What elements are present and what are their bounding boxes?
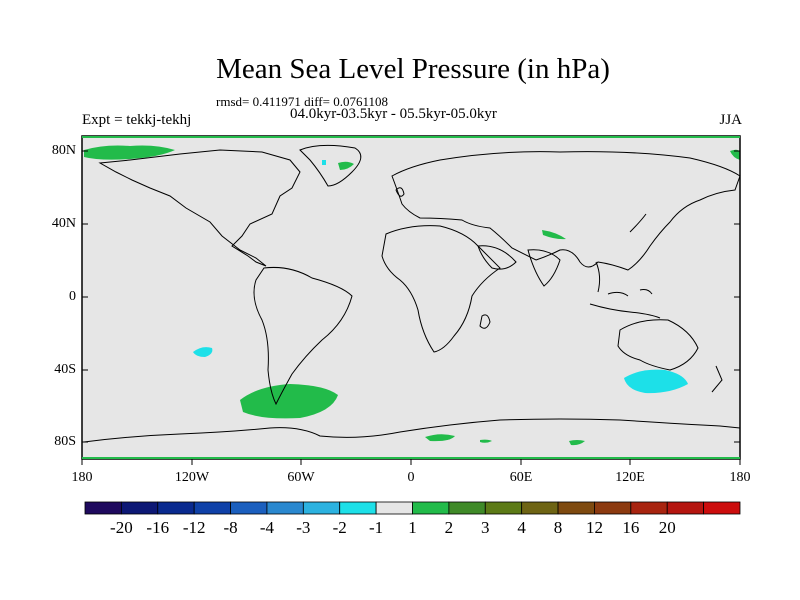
colorbar-swatch — [630, 501, 668, 515]
colorbar-swatch — [448, 501, 486, 515]
colorbar-swatch — [339, 501, 377, 515]
colorbar-tick-label: 20 — [658, 518, 676, 537]
lat-label-80n: 80N — [51, 143, 76, 158]
lat-ticks — [82, 150, 740, 443]
colorbar-swatch — [157, 501, 195, 515]
colorbar-tick-label: -20 — [110, 518, 133, 537]
colorbar-tick-label: -1 — [369, 518, 384, 537]
colorbar-swatch — [412, 501, 450, 515]
colorbar-swatch — [84, 501, 122, 515]
colorbar-swatch — [193, 501, 231, 515]
lon-label-60w: 60W — [287, 470, 315, 485]
season-label: JJA — [719, 112, 742, 128]
colorbar-tick-label: 12 — [585, 518, 603, 537]
colorbar-tick-label: 3 — [481, 518, 490, 537]
lat-label-80s: 80S — [54, 434, 76, 449]
colorbar-swatch — [266, 501, 304, 515]
coastlines — [83, 144, 741, 443]
colorbar-tick-label: 1 — [408, 518, 417, 537]
colorbar-swatch — [666, 501, 705, 515]
colorbar-swatch — [521, 501, 559, 515]
colorbar-swatch — [703, 501, 741, 515]
map-background — [82, 136, 740, 459]
colorbar-swatch — [557, 501, 595, 515]
lat-label-40n: 40N — [51, 216, 76, 231]
colorbar-swatch — [230, 501, 268, 515]
colorbar-swatch — [594, 501, 632, 515]
lon-label-120e: 120E — [615, 470, 645, 485]
lon-label-180e: 180 — [729, 470, 751, 485]
negative-anomaly-regions — [193, 160, 688, 394]
positive-anomaly-regions — [84, 145, 740, 446]
colorbar-tick-label: -2 — [332, 518, 347, 537]
lat-label-0: 0 — [69, 289, 76, 304]
map-title: Mean Sea Level Pressure (in hPa) — [216, 53, 610, 85]
lon-label-180w: 180 — [71, 470, 93, 485]
colorbar-tick-label: -8 — [223, 518, 238, 537]
colorbar — [84, 501, 741, 515]
colorbar-swatch — [375, 501, 413, 515]
colorbar-tick-label: -3 — [296, 518, 311, 537]
colorbar-swatch — [120, 501, 159, 515]
period-text: 04.0kyr-03.5kyr - 05.5kyr-05.0kyr — [290, 106, 497, 122]
colorbar-tick-label: 4 — [517, 518, 526, 537]
lon-label-120w: 120W — [174, 470, 210, 485]
colorbar-tick-label: -4 — [259, 518, 275, 537]
colorbar-tick-label: 16 — [622, 518, 640, 537]
colorbar-swatch — [302, 501, 341, 515]
experiment-label: Expt = tekkj-tekhj — [82, 112, 192, 128]
lon-ticks — [81, 459, 741, 465]
rmsd-diff-text: rmsd= 0.411971 diff= 0.0761108 — [216, 94, 388, 109]
lon-label-60e: 60E — [509, 470, 533, 485]
lon-label-0: 0 — [407, 470, 415, 485]
colorbar-tick-label: -16 — [146, 518, 170, 537]
colorbar-tick-label: -12 — [182, 518, 206, 537]
colorbar-swatch — [484, 501, 523, 515]
colorbar-tick-label: 2 — [444, 518, 454, 537]
colorbar-tick-label: 8 — [553, 518, 563, 537]
lat-label-40s: 40S — [54, 362, 76, 377]
